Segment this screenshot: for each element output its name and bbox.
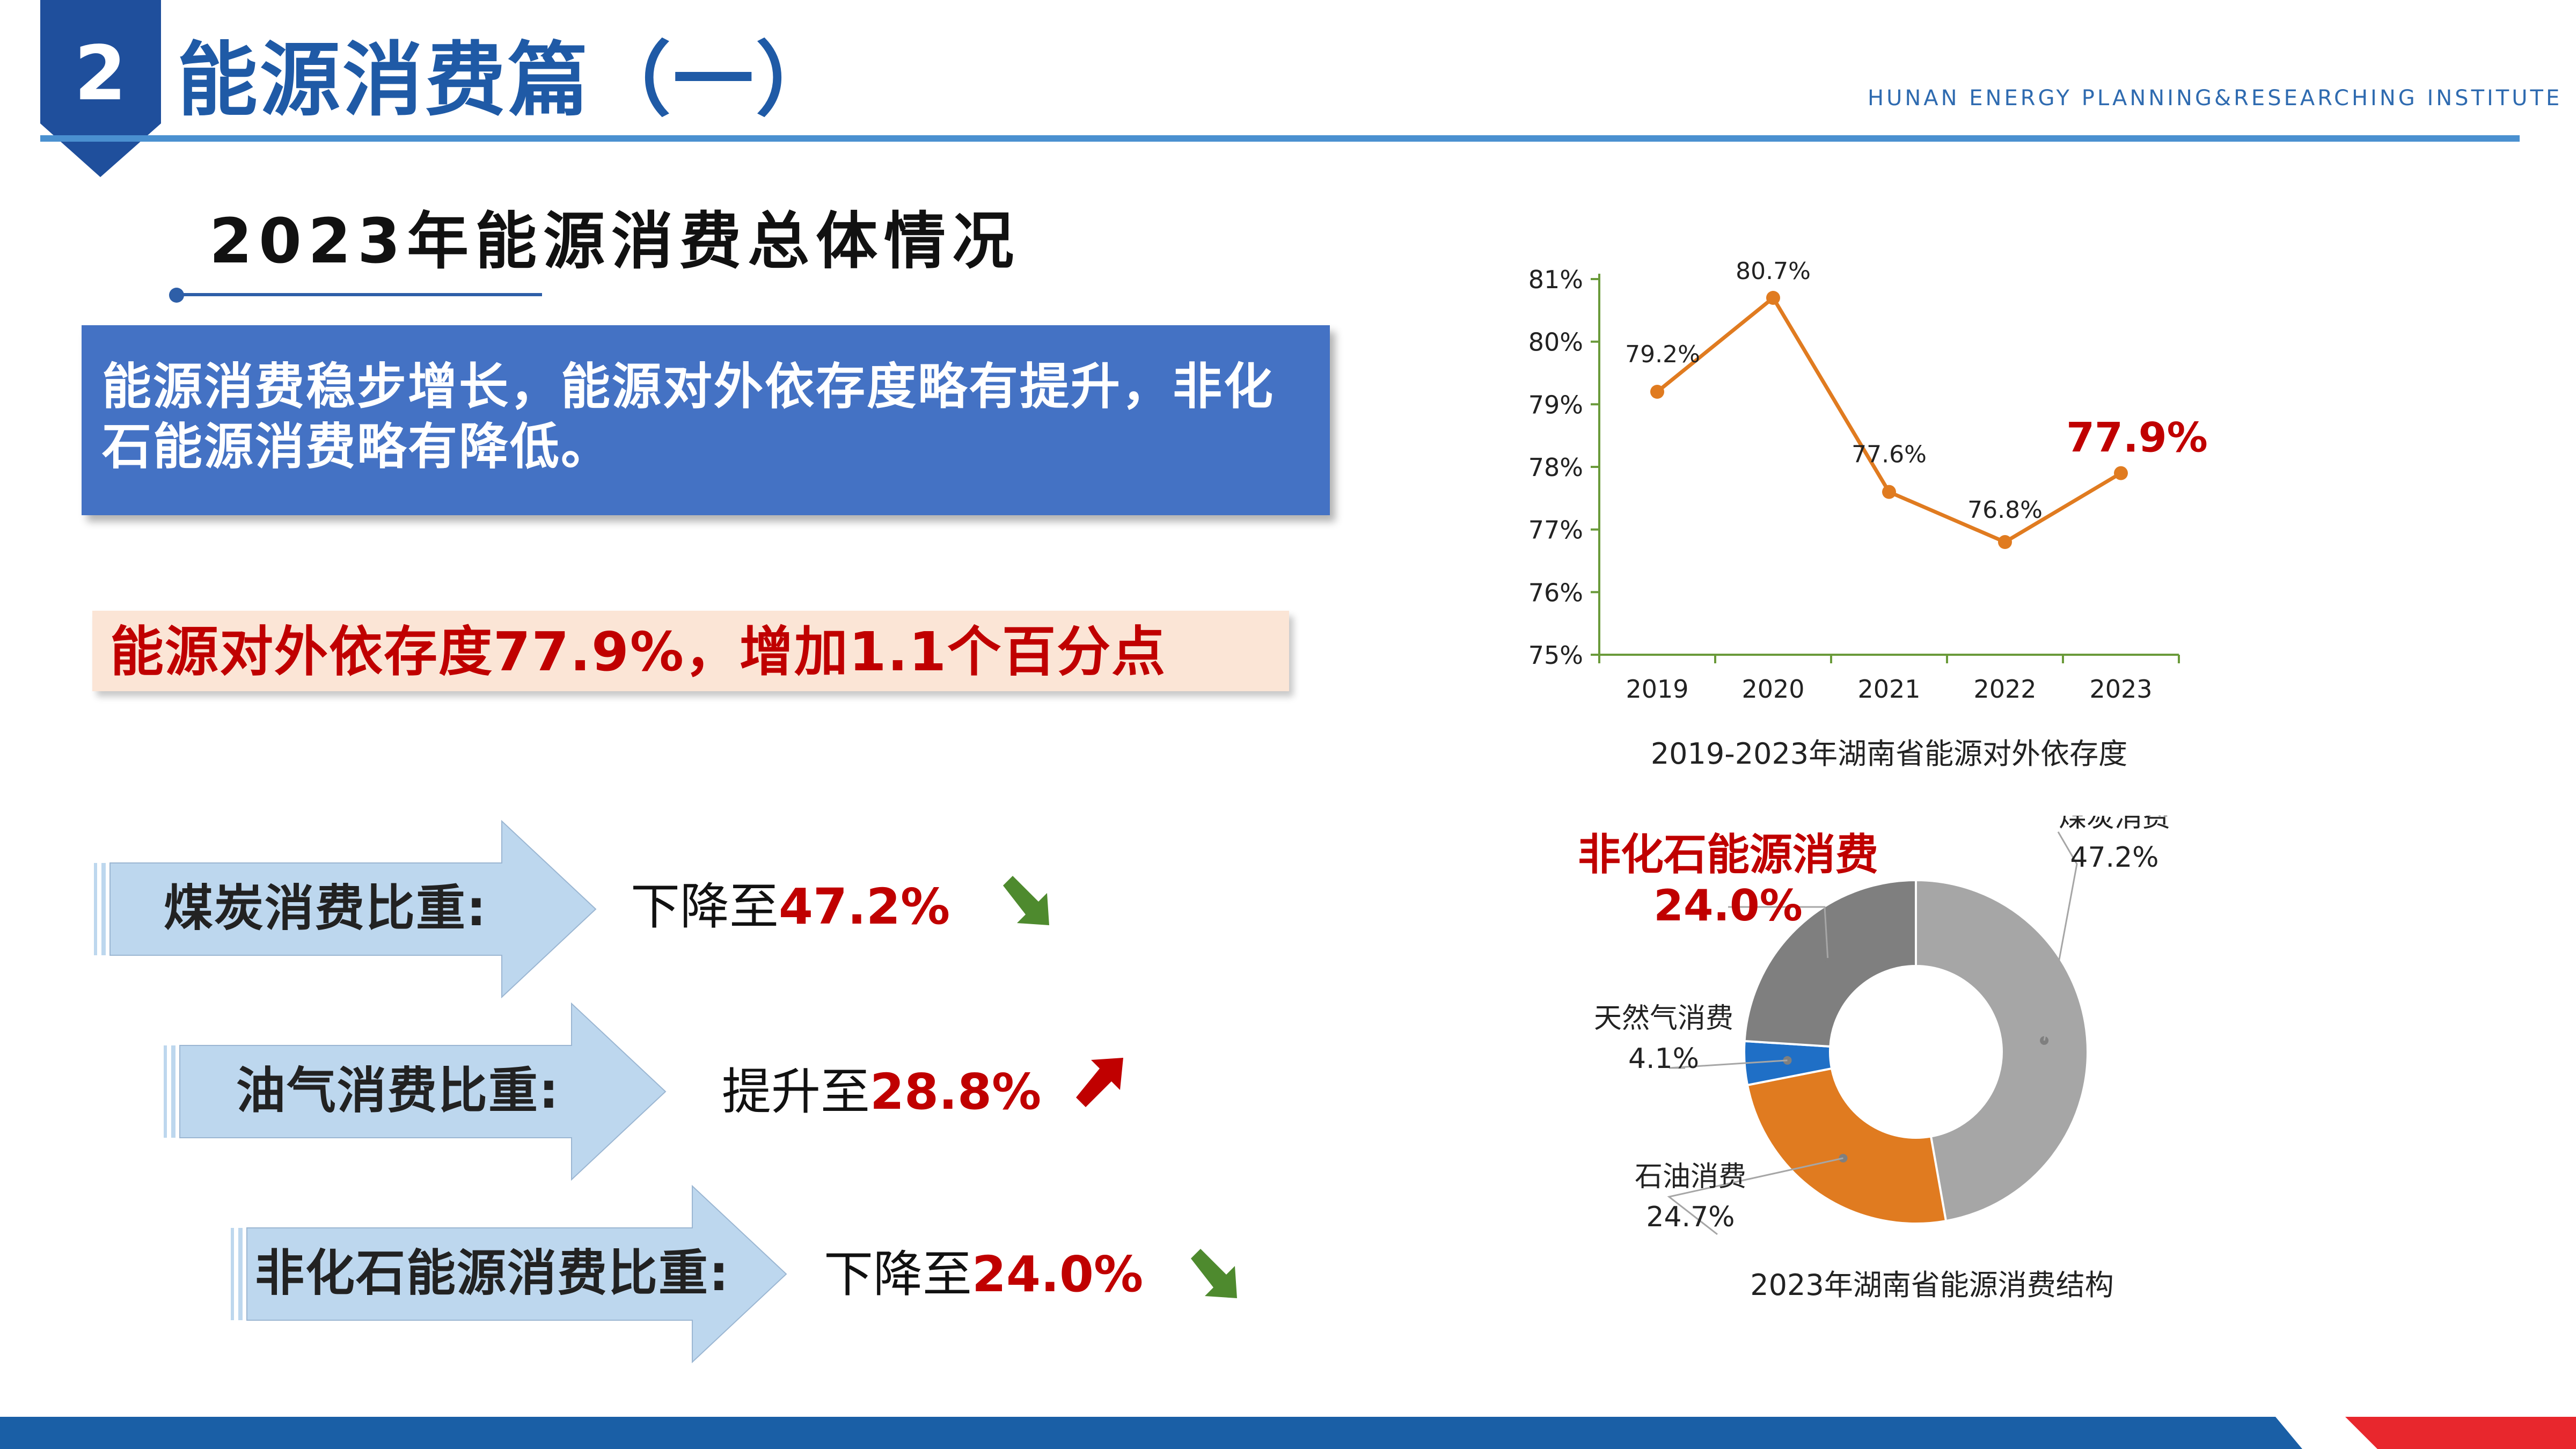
coal-share-prefix: 下降至 <box>631 878 779 935</box>
section-subtitle: 2023年能源消费总体情况 <box>209 206 1021 277</box>
section-number: 2 <box>74 30 126 118</box>
data-label: 77.9% <box>2066 414 2208 462</box>
slice-value-label: 24.0% <box>1653 881 1803 931</box>
coal-share-value: 47.2% <box>779 878 950 935</box>
slice-label: 石油消费 <box>1635 1161 1746 1193</box>
x-tick-label: 2022 <box>1973 675 2036 704</box>
slice-label: 天然气消费 <box>1594 1002 1733 1035</box>
leader-line <box>2043 831 2078 1041</box>
oil-gas-share-value: 28.8% <box>870 1063 1042 1121</box>
header-divider <box>40 135 2520 142</box>
data-label: 80.7% <box>1736 258 1811 285</box>
dependency-highlight-box <box>92 611 1289 691</box>
slice-value-label: 24.7% <box>1646 1201 1735 1233</box>
leader-dot <box>2040 1036 2049 1045</box>
leader-line <box>1668 1059 1788 1069</box>
x-tick-label: 2020 <box>1741 675 1804 704</box>
summary-box <box>82 325 1330 515</box>
data-point <box>1650 385 1664 399</box>
donut-chart-title: 2023年湖南省能源消费结构 <box>1750 1268 2114 1302</box>
trend-up-icon <box>1076 1058 1123 1107</box>
summary-text: 能源消费稳步增长，能源对外依存度略有提升，非化 石能源消费略有降低。 <box>102 357 1320 477</box>
data-point <box>1882 485 1896 499</box>
dependency-line-chart: 75% 76% 77% 78% 79% 80% 81% 2019 2020 2021 2022 202… <box>1528 258 2208 704</box>
subtitle-underline <box>172 293 542 296</box>
dependency-highlight-text: 能源对外依存度77.9%，增加1.1个百分点 <box>110 620 1167 683</box>
page-title: 能源消费篇（一） <box>177 34 839 127</box>
coal-share-result: 下降至47.2% <box>631 875 950 939</box>
x-tick-label: 2023 <box>2089 675 2152 704</box>
trend-down-icon <box>1003 876 1049 925</box>
donut-slice <box>1746 1067 1948 1225</box>
footer-band <box>0 1417 2576 1449</box>
leader-line <box>1667 1157 1843 1235</box>
y-tick-label: 79% <box>1528 390 1583 419</box>
footer-accent-stripes <box>2275 1417 2576 1449</box>
non-fossil-share-prefix: 下降至 <box>824 1246 972 1303</box>
slice-value-label: 47.2% <box>2070 841 2158 874</box>
data-label: 79.2% <box>1625 341 1700 368</box>
y-tick-label: 77% <box>1528 516 1583 545</box>
coal-share-label: 煤炭消费比重: <box>164 880 487 937</box>
oil-gas-share-prefix: 提升至 <box>722 1063 870 1121</box>
non-fossil-share-label: 非化石能源消费比重: <box>255 1245 730 1302</box>
non-fossil-share-value: 24.0% <box>972 1246 1144 1303</box>
oil-gas-share-label: 油气消费比重: <box>236 1062 560 1119</box>
coal-arrow-shape <box>94 819 597 998</box>
y-tick-label: 80% <box>1528 328 1583 357</box>
y-tick-label: 78% <box>1528 453 1583 482</box>
y-tick-label: 75% <box>1528 641 1583 670</box>
data-label: 77.6% <box>1851 441 1927 469</box>
subtitle-bullet-dot <box>169 288 184 303</box>
slice-label: 非化石能源消费 <box>1578 830 1878 880</box>
summary-line-1: 能源消费稳步增长，能源对外依存度略有提升，非化 <box>102 358 1275 415</box>
summary-line-2: 石能源消费略有降低。 <box>102 418 612 475</box>
trend-down-icon <box>1191 1249 1237 1298</box>
data-point <box>2114 466 2128 480</box>
data-point <box>1998 535 2012 549</box>
non-fossil-arrow-shape <box>231 1184 787 1363</box>
institute-name: HUNAN ENERGY PLANNING&RESEARCHING INSTIT… <box>1868 86 2563 111</box>
x-tick-label: 2019 <box>1626 675 1688 704</box>
oil-gas-arrow-shape <box>164 1002 667 1181</box>
slice-label: 煤炭消费 <box>2059 816 2170 833</box>
donut-slice <box>1743 879 1917 1048</box>
series-line <box>1656 296 2122 544</box>
section-number-badge: 2 <box>40 0 161 177</box>
x-tick-label: 2021 <box>1857 675 1920 704</box>
leader-line <box>1728 906 1829 958</box>
y-tick-label: 76% <box>1528 578 1583 607</box>
donut-slice <box>1915 879 2089 1223</box>
data-label: 76.8% <box>1967 496 2043 524</box>
y-tick-label: 81% <box>1528 265 1583 294</box>
oil-gas-share-result: 提升至28.8% <box>722 1060 1041 1124</box>
slice-value-label: 4.1% <box>1628 1043 1699 1075</box>
non-fossil-share-result: 下降至24.0% <box>824 1242 1143 1307</box>
data-point <box>1766 291 1780 305</box>
line-chart-title: 2019-2023年湖南省能源对外依存度 <box>1650 737 2128 771</box>
